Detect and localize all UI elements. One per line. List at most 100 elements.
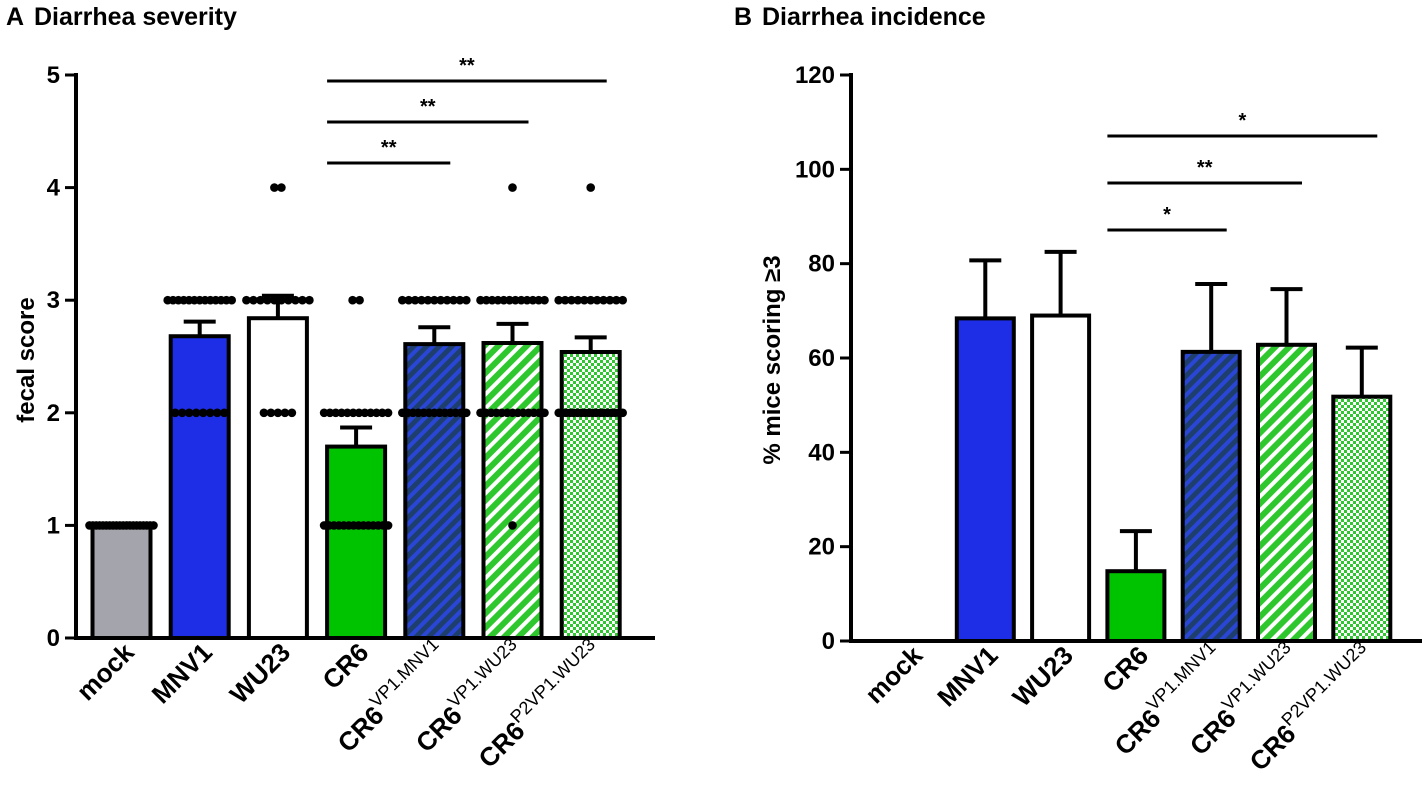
y-tick-label: 1 [47,512,60,539]
data-point [298,295,307,305]
data-point [586,295,595,305]
data-point [212,408,222,418]
x-category-base: MNV1 [146,637,218,709]
x-category-label: WU23 [224,637,296,709]
data-point [227,295,236,305]
panel-b-letter: B [734,3,752,31]
bar [559,349,622,640]
data-point [256,295,265,305]
x-category-base: CR6 [1096,640,1154,698]
y-tick-label: 4 [47,175,61,202]
panel-a-letter: A [6,3,24,31]
data-point [266,408,276,418]
data-point [398,295,407,305]
x-category-label: MNV1 [931,640,1003,712]
data-point [508,521,517,530]
data-point [605,295,615,305]
data-point [177,408,187,418]
data-point [149,521,158,530]
bar [481,340,544,640]
panel-a-chart: A Diarrhea severity fecal score 0 1 2 3 4 5 *… [6,3,655,774]
panel-a-title: Diarrhea severity [34,3,237,31]
data-point [219,408,229,418]
data-point [291,295,300,305]
data-point [305,295,314,305]
data-point [383,408,393,418]
x-category-label: CR6 [1096,640,1154,698]
data-point [184,408,194,418]
y-tick-label: 100 [795,156,835,183]
data-point [462,408,471,418]
data-point [170,408,180,418]
panel-b-y-axis-title: % mice scoring ≥3 [759,255,786,464]
x-category-label: CR6 [316,637,374,695]
data-point [430,295,439,305]
data-point [592,295,602,305]
data-point [586,183,595,192]
x-category-base: mock [71,637,141,707]
data-point [442,295,452,305]
data-point [449,295,458,305]
data-point [280,408,290,418]
significance-label: ** [381,137,397,159]
significance-label: ** [420,96,436,118]
x-category-label: MNV1 [146,637,218,709]
data-point [508,183,517,192]
data-point [618,295,627,305]
data-point [270,183,279,192]
data-point [560,295,570,305]
y-tick-label: 40 [808,439,835,466]
data-point [273,408,283,418]
y-tick-label: 0 [47,625,60,652]
bar [168,334,231,640]
bar [1331,394,1393,643]
panel-b-title: Diarrhea incidence [762,3,986,31]
data-point [612,295,621,305]
data-point [410,295,420,305]
data-point [259,408,269,418]
bar [1030,313,1092,643]
data-point [540,295,549,305]
data-point [348,295,357,305]
y-tick-label: 3 [47,287,60,314]
data-point [573,295,583,305]
data-point [383,521,393,530]
data-point [618,408,627,418]
data-point [249,295,258,305]
x-category-label: mock [859,640,929,710]
y-tick-label: 80 [808,251,835,278]
bar [954,316,1016,643]
data-point [417,295,426,305]
bar [246,316,309,640]
y-tick-label: 120 [795,62,835,89]
data-point [284,295,293,305]
y-tick-label: 2 [47,400,60,427]
data-point [462,295,471,305]
bar [1256,342,1317,643]
x-category-superscript: VP1.MNV1 [366,634,443,711]
significance-label: ** [1197,157,1213,179]
bar [1105,569,1167,644]
data-point [423,295,433,305]
x-category-base: mock [859,640,929,710]
data-point [599,295,608,305]
x-category-superscript: VP1.WU23 [444,634,521,711]
significance-label: * [1238,110,1246,132]
y-tick-label: 60 [808,345,835,372]
data-point [270,295,279,305]
y-tick-label: 0 [822,628,835,655]
data-point [277,295,286,305]
x-category-base: WU23 [1007,640,1079,712]
data-point [580,295,589,305]
data-point [191,408,201,418]
bar [90,523,153,641]
data-point [205,408,215,418]
data-point [242,295,251,305]
bar [403,342,466,640]
y-tick-label: 20 [808,534,835,561]
data-point [455,295,465,305]
data-point [287,408,297,418]
data-point [540,408,549,418]
x-category-superscript: VP1.WU23 [1218,637,1295,714]
